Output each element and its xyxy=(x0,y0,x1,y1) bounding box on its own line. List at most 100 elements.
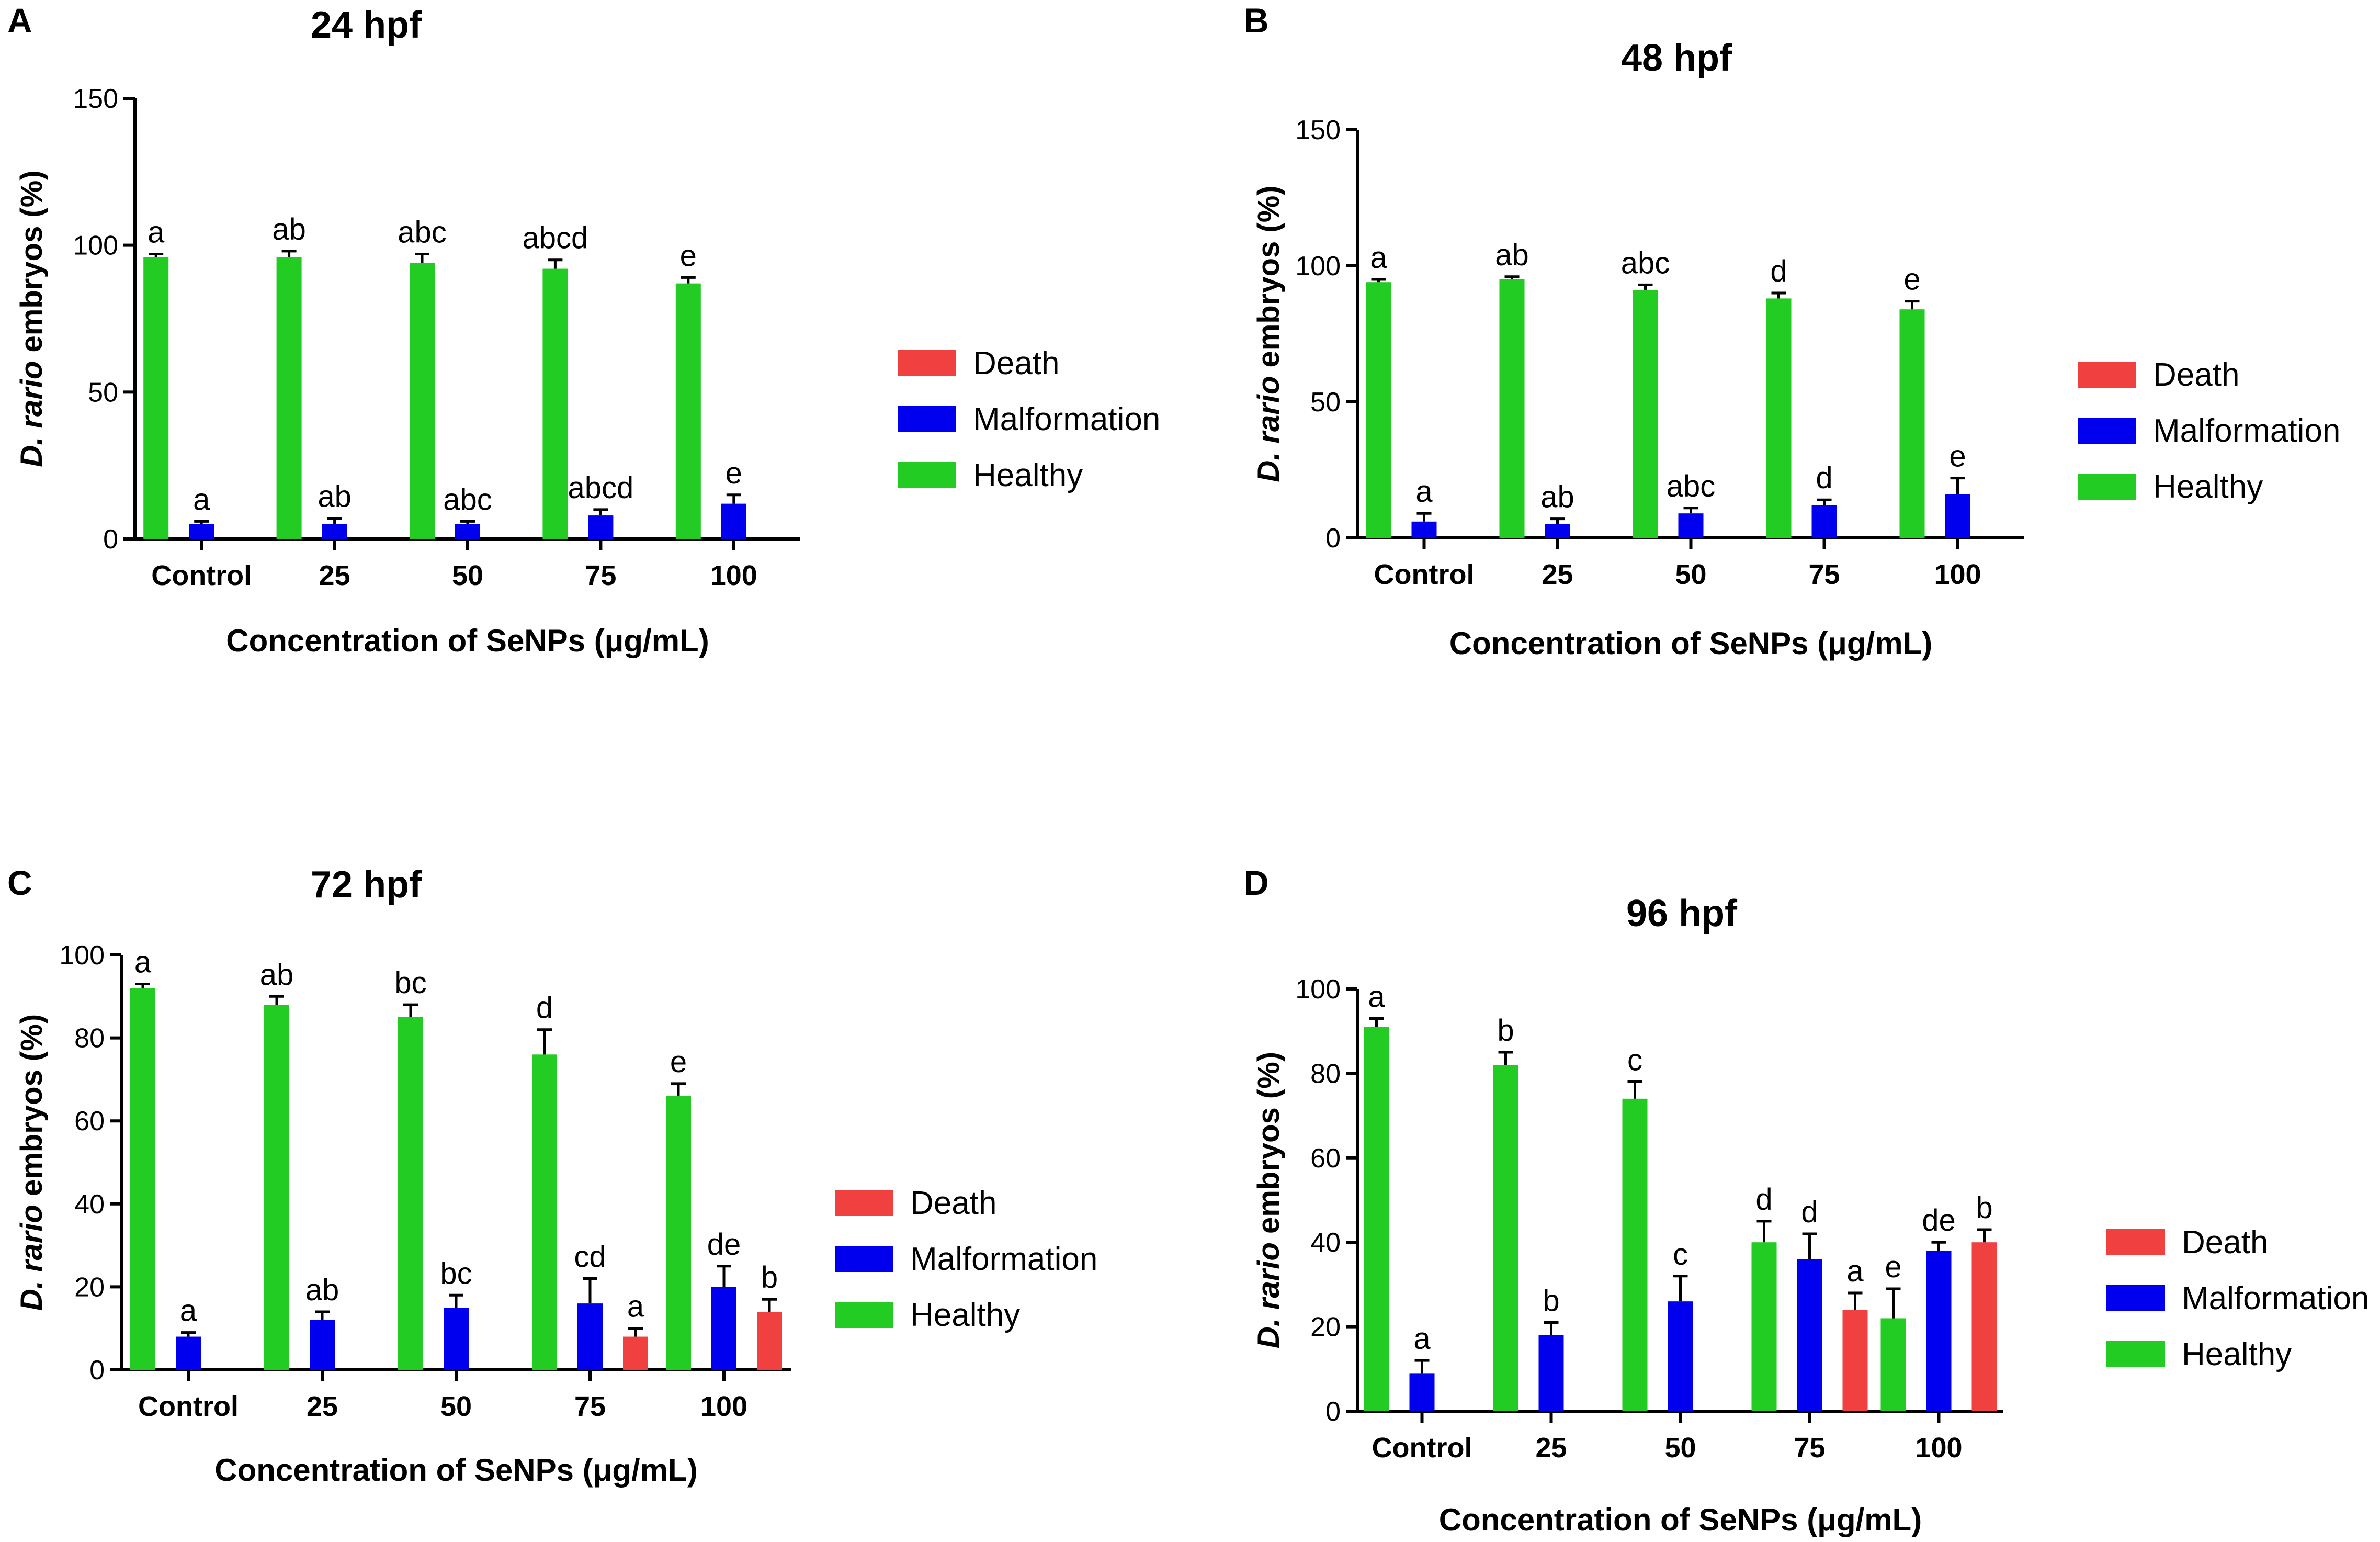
significance-label: a xyxy=(1846,1254,1864,1288)
x-tick-label: 25 xyxy=(307,1391,338,1422)
x-axis-label: Concentration of SeNPs (μg/mL) xyxy=(1439,1502,1922,1537)
legend-swatch-malformation xyxy=(2106,1285,2165,1311)
bar-healthy-100 xyxy=(1880,1318,1906,1411)
legend: Death Malformation Healthy xyxy=(835,1185,1097,1333)
y-axis-label: D. rario embryos (%) xyxy=(15,1014,49,1311)
bar-healthy-control xyxy=(1366,282,1391,538)
x-tick-label: 50 xyxy=(1664,1432,1696,1464)
x-tick-label: Control xyxy=(1372,1432,1472,1464)
significance-label: d xyxy=(1770,254,1787,288)
significance-label: d xyxy=(1755,1183,1772,1217)
significance-label: a xyxy=(1368,980,1385,1014)
y-tick-label: 150 xyxy=(1295,115,1341,145)
y-axis-label-species: D. rario xyxy=(1252,376,1286,482)
significance-label: ab xyxy=(318,480,352,514)
significance-label: a xyxy=(1413,1322,1431,1356)
y-tick-label: 40 xyxy=(74,1189,105,1220)
x-tick-label: 50 xyxy=(1675,559,1706,590)
bar-malformation-75 xyxy=(1811,505,1837,538)
significance-label: cd xyxy=(574,1240,606,1274)
significance-label: ab xyxy=(1495,238,1529,272)
y-axis-label: D. rario embryos (%) xyxy=(1252,185,1286,482)
x-tick-label: 50 xyxy=(440,1391,472,1422)
x-tick-label: 100 xyxy=(710,560,757,591)
bar-malformation-100 xyxy=(1926,1251,1952,1411)
bar-malformation-control xyxy=(189,524,214,539)
y-axis-label: D. rario embryos (%) xyxy=(1252,1052,1286,1348)
bar-malformation-75 xyxy=(1797,1259,1822,1411)
legend-label-malformation: Malformation xyxy=(910,1241,1097,1277)
legend-swatch-death xyxy=(2106,1229,2165,1255)
legend-swatch-healthy xyxy=(898,462,956,488)
bar-healthy-control xyxy=(1364,1027,1389,1411)
significance-label: a xyxy=(193,482,210,516)
y-tick-label: 40 xyxy=(1310,1228,1341,1258)
y-axis-label-rest: embryos (%) xyxy=(15,170,49,361)
significance-label: ab xyxy=(272,212,306,246)
bar-healthy-100 xyxy=(675,283,701,539)
legend-label-death: Death xyxy=(2182,1224,2268,1260)
x-axis-label: Concentration of SeNPs (μg/mL) xyxy=(214,1453,697,1488)
chart-title: 24 hpf xyxy=(311,4,422,46)
panel-letter: C xyxy=(7,863,32,902)
y-tick-label: 100 xyxy=(59,940,105,971)
legend-swatch-healthy xyxy=(835,1302,893,1328)
significance-label: a xyxy=(134,946,152,980)
panel-letter: B xyxy=(1244,1,1269,40)
y-tick-label: 50 xyxy=(88,377,118,408)
legend-swatch-malformation xyxy=(835,1246,893,1272)
legend-label-death: Death xyxy=(2153,357,2239,393)
y-tick-label: 50 xyxy=(1310,387,1341,418)
x-tick-label: 75 xyxy=(1808,559,1840,590)
significance-label: a xyxy=(1415,475,1433,509)
x-tick-label: 100 xyxy=(1915,1432,1962,1464)
legend-label-healthy: Healthy xyxy=(2153,469,2263,505)
bar-healthy-75 xyxy=(532,1054,557,1370)
bar-malformation-25 xyxy=(1538,1335,1564,1411)
bar-malformation-control xyxy=(176,1336,201,1370)
significance-label: e xyxy=(1949,440,1966,474)
significance-label: e xyxy=(1903,263,1920,297)
significance-label: b xyxy=(761,1260,778,1295)
y-axis-label-rest: embryos (%) xyxy=(1252,1052,1286,1242)
legend-label-malformation: Malformation xyxy=(2182,1280,2369,1316)
significance-label: abcd xyxy=(523,221,588,255)
x-tick-label: 100 xyxy=(1934,559,1981,590)
legend: Death Malformation Healthy xyxy=(2106,1224,2369,1372)
significance-label: d xyxy=(1816,461,1832,495)
y-tick-label: 0 xyxy=(1325,523,1341,554)
bar-healthy-25 xyxy=(1499,279,1525,538)
y-axis-label: D. rario embryos (%) xyxy=(15,170,49,467)
y-tick-label: 0 xyxy=(89,1355,105,1386)
significance-label: a xyxy=(1370,241,1387,275)
x-tick-label: Control xyxy=(151,560,252,591)
significance-label: b xyxy=(1976,1191,1992,1225)
x-tick-label: 25 xyxy=(1535,1432,1567,1464)
legend-swatch-healthy xyxy=(2106,1341,2165,1367)
bar-healthy-75 xyxy=(1751,1242,1777,1411)
y-tick-label: 150 xyxy=(73,84,118,114)
bar-healthy-75 xyxy=(542,268,568,539)
bar-healthy-25 xyxy=(276,257,302,539)
significance-label: abc xyxy=(443,482,492,516)
legend-swatch-death xyxy=(898,350,956,376)
significance-label: e xyxy=(670,1045,687,1079)
y-axis-label-species: D. rario xyxy=(1252,1242,1286,1348)
significance-label: a xyxy=(627,1290,644,1324)
significance-label: d xyxy=(1801,1195,1818,1229)
bar-malformation-50 xyxy=(1678,513,1704,538)
legend-label-malformation: Malformation xyxy=(973,401,1160,437)
chart-title: 72 hpf xyxy=(311,864,422,906)
legend-label-healthy: Healthy xyxy=(910,1297,1020,1333)
bar-healthy-50 xyxy=(1622,1098,1648,1411)
legend-swatch-death xyxy=(835,1190,893,1216)
bar-healthy-50 xyxy=(410,263,435,539)
legend: Death Malformation Healthy xyxy=(898,345,1160,493)
legend-label-healthy: Healthy xyxy=(973,457,1083,493)
panel-letter: A xyxy=(7,1,32,40)
legend: Death Malformation Healthy xyxy=(2078,357,2340,505)
y-tick-label: 100 xyxy=(1295,251,1341,282)
y-tick-label: 60 xyxy=(1310,1143,1341,1174)
significance-label: abc xyxy=(1667,469,1716,503)
significance-label: a xyxy=(180,1294,197,1328)
